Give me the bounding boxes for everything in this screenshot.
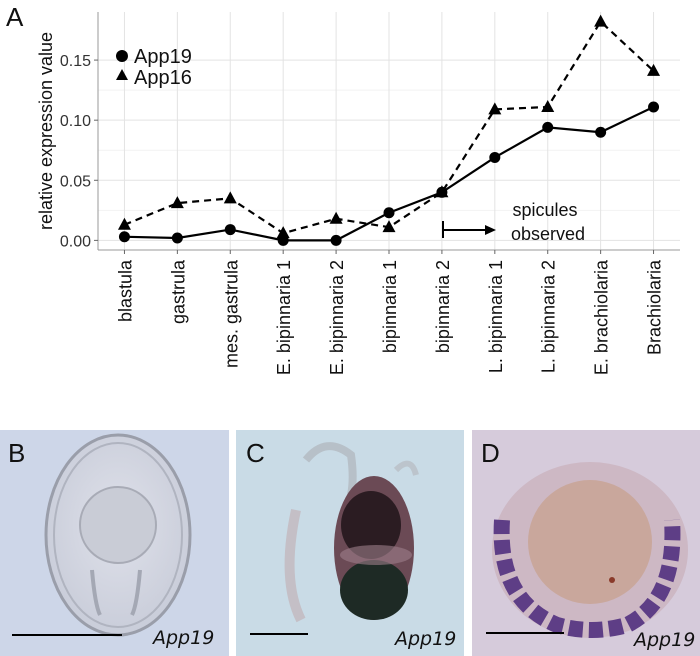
data-point-app16: [594, 14, 608, 27]
data-point-app16: [170, 196, 184, 209]
x-tick-label: E. bipinnaria 1: [274, 260, 294, 375]
x-tick-label: gastrula: [168, 259, 188, 324]
x-tick-label: L. bipinnaria 1: [486, 260, 506, 373]
legend-label-app16: App16: [134, 67, 192, 89]
data-point-app19: [171, 232, 183, 244]
data-point-app19: [489, 151, 501, 163]
data-point-app19: [118, 231, 130, 243]
data-point-app19: [383, 207, 395, 219]
legend: App19 App16: [116, 46, 192, 89]
y-axis-ticks: 0.00 0.05 0.10 0.15: [60, 53, 98, 250]
micrograph-d: [472, 430, 700, 656]
x-tick-label: bipinnaria 1: [380, 260, 400, 353]
data-point-app16: [488, 102, 502, 115]
scale-bar-b: [12, 634, 122, 636]
expression-line-chart: 0.00 0.05 0.10 0.15 blastula gastrula mes. ga…: [36, 12, 680, 375]
panel-label-a: A: [6, 2, 24, 32]
x-tick-label: Brachiolaria: [645, 259, 665, 355]
y-tick-label: 0.00: [60, 233, 91, 250]
x-tick-label: E. brachiolaria: [592, 259, 612, 375]
gene-label-d: App19: [634, 629, 696, 651]
data-point-app19: [330, 234, 342, 246]
x-tick-label: L. bipinnaria 2: [539, 260, 559, 373]
data-point-app16: [329, 211, 343, 224]
data-point-app16: [117, 217, 131, 230]
x-tick-label: blastula: [115, 259, 135, 322]
legend-marker-app19: [116, 50, 128, 62]
micrograph-c: [236, 430, 464, 656]
annotation-line-2: observed: [511, 224, 585, 244]
y-tick-label: 0.05: [60, 173, 91, 190]
micrograph-b: [0, 430, 229, 656]
data-point-app16: [223, 191, 237, 204]
y-axis-label: relative expression value: [36, 32, 56, 230]
panel-label-d: D: [481, 438, 500, 468]
data-point-app19: [542, 121, 554, 133]
annotation-arrow-head: [485, 225, 496, 235]
data-point-app16: [541, 99, 555, 112]
larva-illustration: [492, 462, 688, 638]
scale-bar-d: [486, 632, 564, 634]
x-tick-label: mes. gastrula: [221, 259, 241, 368]
embryo-illustration: [44, 433, 192, 637]
data-point-app19: [224, 224, 236, 236]
gene-label-b: App19: [153, 627, 215, 649]
data-point-app19: [648, 101, 660, 113]
panel-label-c: C: [246, 438, 265, 468]
larva-illustration: [284, 442, 419, 623]
y-tick-label: 0.10: [60, 113, 91, 130]
data-point-app16: [647, 63, 661, 76]
data-point-app19: [595, 126, 607, 138]
x-tick-label: E. bipinnaria 2: [327, 260, 347, 375]
spicules-annotation: spicules observed: [442, 200, 585, 244]
legend-label-app19: App19: [134, 46, 192, 68]
gene-label-c: App19: [395, 628, 457, 650]
annotation-line-1: spicules: [512, 200, 577, 220]
x-axis-ticks: blastula gastrula mes. gastrula E. bipinnar…: [115, 250, 665, 375]
data-point-app16: [276, 226, 290, 239]
panel-label-b: B: [8, 438, 26, 468]
data-point-app16: [435, 185, 449, 198]
legend-marker-app16: [116, 69, 128, 80]
y-tick-label: 0.15: [60, 53, 91, 70]
series-layer: [117, 14, 661, 246]
data-point-app16: [382, 220, 396, 233]
x-tick-label: bipinnaria 2: [433, 260, 453, 353]
scale-bar-c: [250, 633, 308, 635]
